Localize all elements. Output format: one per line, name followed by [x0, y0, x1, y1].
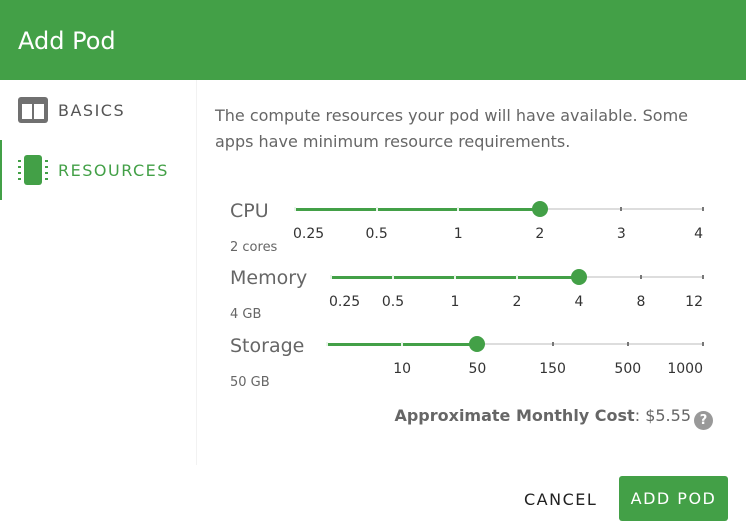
cpu-slider[interactable]: 0.25 0.5 1 2 3 4 [293, 201, 704, 269]
slider-tick-label[interactable]: 500 [614, 361, 642, 377]
add-pod-button[interactable]: ADD POD [619, 476, 728, 521]
sidebar-item-label: BASICS [58, 100, 126, 120]
slider-tick-label[interactable]: 12 [685, 294, 703, 310]
slider-tick-label[interactable]: 8 [636, 294, 646, 310]
slider-mark [702, 207, 704, 211]
slider-tick-label[interactable]: 50 [468, 361, 487, 377]
columns-icon [18, 95, 48, 125]
slider-mark [454, 275, 456, 279]
slider-tick-label[interactable]: 150 [539, 361, 566, 377]
sidebar-item-label: RESOURCES [58, 160, 169, 180]
slider-mark [457, 207, 460, 211]
monthly-cost: Approximate Monthly Cost: $5.55? [394, 406, 713, 430]
slider-thumb[interactable] [531, 201, 548, 217]
slider-mark [326, 342, 328, 346]
memory-label: Memory [230, 267, 308, 289]
slider-tick-label[interactable]: 2 [535, 226, 545, 242]
chip-icon [18, 155, 48, 185]
slider-tick-label[interactable]: 0.25 [329, 294, 361, 310]
memory-slider[interactable]: 0.25 0.5 1 2 4 8 12 [329, 269, 704, 337]
slider-tick-label[interactable]: 4 [694, 226, 703, 242]
cancel-button[interactable]: CANCEL [512, 477, 609, 521]
memory-value: 4 GB [230, 307, 262, 322]
slider-fill [295, 208, 540, 211]
slider-thumb[interactable] [571, 269, 587, 285]
slider-mark [702, 342, 704, 346]
slider-mark [330, 275, 332, 279]
slider-mark [375, 207, 378, 211]
slider-tick-label[interactable]: 0.5 [365, 226, 388, 242]
dialog-header: Add Pod [0, 0, 746, 80]
storage-label: Storage [230, 335, 305, 357]
slider-thumb[interactable] [469, 336, 486, 352]
slider-tick-label[interactable]: 0.5 [381, 294, 405, 310]
slider-mark [294, 207, 296, 211]
slider-mark [551, 342, 554, 346]
sidebar-item-resources[interactable]: RESOURCES [0, 140, 196, 200]
slider-tick-label[interactable]: 1000 [667, 361, 703, 377]
dialog-title: Add Pod [18, 27, 116, 55]
slider-mark [620, 207, 623, 211]
slider-mark [640, 275, 642, 279]
sidebar-item-basics[interactable]: BASICS [0, 80, 196, 140]
slider-tick-label[interactable]: 10 [393, 361, 412, 377]
storage-value: 50 GB [230, 375, 270, 390]
description: The compute resources your pod will have… [215, 106, 689, 151]
cpu-label: CPU [230, 200, 269, 222]
slider-mark [401, 342, 404, 346]
storage-slider[interactable]: 10 50 150 500 1000 [326, 336, 704, 404]
cpu-value: 2 cores [230, 240, 278, 255]
cost-value: $5.55 [645, 406, 691, 425]
slider-mark [626, 342, 629, 346]
slider-tick-label[interactable]: 1 [453, 226, 463, 242]
sidebar: BASICS RESOURCES [0, 80, 197, 465]
slider-mark [516, 275, 518, 279]
slider-track[interactable] [327, 343, 703, 345]
slider-tick-label[interactable]: 2 [512, 294, 522, 310]
cost-label: Approximate Monthly Cost [394, 406, 635, 425]
slider-mark [702, 275, 704, 279]
help-icon[interactable]: ? [694, 411, 713, 430]
slider-tick-label[interactable]: 1 [450, 294, 460, 310]
slider-tick-label[interactable]: 0.25 [293, 226, 325, 242]
slider-tick-label[interactable]: 4 [574, 294, 584, 310]
slider-tick-label[interactable]: 3 [616, 226, 626, 242]
slider-mark [392, 275, 394, 279]
